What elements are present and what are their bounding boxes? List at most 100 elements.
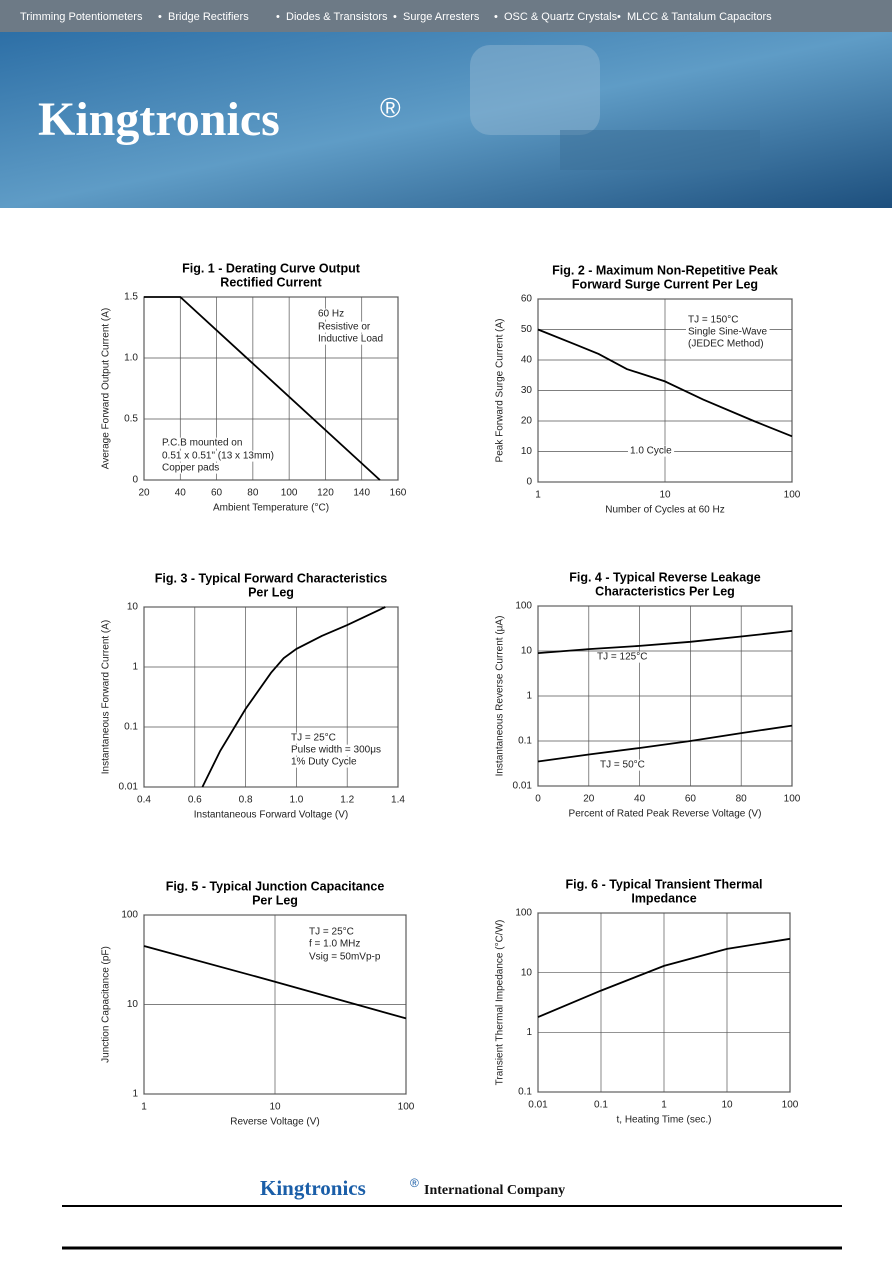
x-tick-label: 1.2 [340,795,354,806]
y-tick-label: 100 [515,908,532,919]
banner-crystal [470,45,600,135]
y-tick-label: 10 [521,446,533,457]
chart-title: Forward Surge Current Per Leg [572,277,758,291]
y-axis-label: Instantaneous Forward Current (A) [101,620,112,775]
y-tick-label: 1.5 [124,292,138,303]
series-label: TJ = 125°C [597,652,647,663]
x-tick-label: 10 [269,1102,281,1113]
chart-title: Fig. 5 - Typical Junction Capacitance [166,879,385,893]
y-tick-label: 10 [127,602,139,613]
y-tick-label: 1 [526,691,532,702]
nav-bar [0,0,892,32]
footer-brand: Kingtronics [260,1176,366,1200]
x-tick-label: 100 [784,490,801,501]
x-axis-label: Instantaneous Forward Voltage (V) [194,810,349,821]
annotation-bg [316,333,386,345]
y-axis-label: Average Forward Output Current (A) [101,308,112,470]
annotation: (JEDEC Method) [688,339,764,350]
annotation-bg [289,732,338,744]
annotation: TJ = 25°C [291,733,336,744]
x-tick-label: 100 [398,1102,415,1113]
plot-frame [143,606,399,788]
x-tick-label: 0.8 [239,795,253,806]
data-line [537,328,793,438]
y-axis-label: Instantaneous Reverse Current (μA) [495,616,506,777]
y-tick-label: 0.01 [119,782,139,793]
x-tick-label: 100 [784,794,801,805]
annotation-bg [686,326,770,338]
y-tick-label: 50 [521,324,533,335]
chart-title: Impedance [631,891,696,905]
annotation: TJ = 25°C [309,927,354,938]
annotation-bg [160,437,245,449]
y-tick-label: 60 [521,294,533,305]
nav-sep: • [617,11,621,23]
y-tick-label: 0.1 [518,1087,532,1098]
banner [0,32,892,208]
x-tick-label: 10 [659,490,671,501]
y-tick-label: 0.1 [124,722,138,733]
footer-company: International Company [424,1183,565,1198]
banner-reg: ® [380,92,401,123]
nav-item: MLCC & Tantalum Capacitors [627,11,772,23]
annotation-bg [316,321,373,333]
x-tick-label: 160 [390,488,407,499]
data-line [144,296,381,481]
x-tick-label: 60 [685,794,697,805]
data-line [537,630,793,654]
y-tick-label: 100 [121,910,138,921]
nav-sep: • [393,11,397,23]
x-tick-label: 1 [661,1100,667,1111]
chart-title: Fig. 4 - Typical Reverse Leakage [569,570,761,584]
annotation-bg [160,450,276,462]
annotation-bg [160,462,222,474]
x-tick-label: 120 [317,488,334,499]
x-axis-label: Ambient Temperature (°C) [213,503,329,514]
x-tick-label: 0 [535,794,541,805]
data-line [537,937,791,1018]
annotation-bg [307,926,356,938]
series-label: TJ = 50°C [600,760,645,771]
chart-title: Per Leg [252,893,298,907]
y-axis-label: Transient Thermal Impedance (°C/W) [495,920,506,1086]
y-tick-label: 10 [521,646,533,657]
x-tick-label: 100 [281,488,298,499]
x-tick-label: 1.0 [289,795,303,806]
x-axis-label: Percent of Rated Peak Reverse Voltage (V… [569,809,762,820]
nav-item: Surge Arresters [403,11,480,23]
y-axis-label: Junction Capacitance (pF) [101,946,112,1063]
annotation-bg [686,338,766,350]
x-tick-label: 1 [141,1102,147,1113]
y-axis-label: Peak Forward Surge Current (A) [495,319,506,463]
annotation: TJ = 150°C [688,315,738,326]
chart-title: Fig. 3 - Typical Forward Characteristics [155,571,388,585]
nav-sep: • [494,11,498,23]
annotation: Resistive or [318,322,371,333]
annotation-bg [289,756,360,768]
y-tick-label: 1 [132,1089,138,1100]
x-tick-label: 80 [736,794,748,805]
chart-title: Per Leg [248,585,294,599]
banner-chip [560,130,760,170]
annotation: 0.51 x 0.51" (13 x 13mm) [162,451,274,462]
x-axis-label: Reverse Voltage (V) [230,1117,320,1128]
chart-title: Rectified Current [220,275,322,289]
annotation: Single Sine-Wave [688,327,768,338]
y-tick-label: 0.5 [124,414,138,425]
y-tick-label: 40 [521,355,533,366]
annotation: Vsig = 50mVp-p [309,952,381,963]
y-tick-label: 1 [526,1027,532,1038]
x-axis-label: t, Heating Time (sec.) [616,1115,711,1126]
x-tick-label: 0.1 [594,1100,608,1111]
x-tick-label: 0.6 [188,795,202,806]
series-label-bg [595,651,650,663]
x-axis-label: Number of Cycles at 60 Hz [605,505,725,516]
y-tick-label: 10 [127,999,139,1010]
y-tick-label: 0 [132,475,138,486]
data-line [201,606,386,788]
footer-reg: ® [410,1176,419,1190]
series-label-bg [598,759,647,771]
annotation: f = 1.0 MHz [309,939,360,950]
nav-item: Bridge Rectifiers [168,11,249,23]
